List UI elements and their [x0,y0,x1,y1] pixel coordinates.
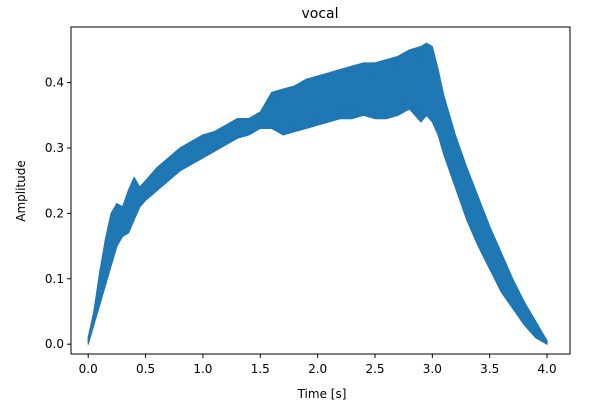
x-tick-label: 3.0 [423,362,442,376]
plot-area [87,42,548,345]
x-tick-label: 4.0 [538,362,557,376]
plot-frame [70,26,571,355]
x-axis-label: Time [s] [297,387,347,401]
series-line [87,43,548,345]
x-tick-label: 1.5 [251,362,270,376]
y-tick-label: 0.3 [45,141,64,155]
x-tick-label: 0.5 [136,362,155,376]
x-tick-label: 0.0 [79,362,98,376]
y-tick-label: 0.4 [45,76,64,90]
x-tick-label: 3.5 [480,362,499,376]
y-tick-label: 0.0 [45,337,64,351]
y-axis: 0.0 0.1 0.2 0.3 0.4 [45,76,71,351]
chart-title: vocal [301,6,338,22]
y-axis-label: Amplitude [14,160,28,222]
x-axis: 0.0 0.5 1.0 1.5 2.0 2.5 3.0 3.5 4.0 [79,354,557,376]
x-tick-label: 2.0 [308,362,327,376]
y-tick-label: 0.1 [45,272,64,286]
x-tick-label: 1.0 [193,362,212,376]
x-tick-label: 2.5 [365,362,384,376]
y-tick-label: 0.2 [45,206,64,220]
